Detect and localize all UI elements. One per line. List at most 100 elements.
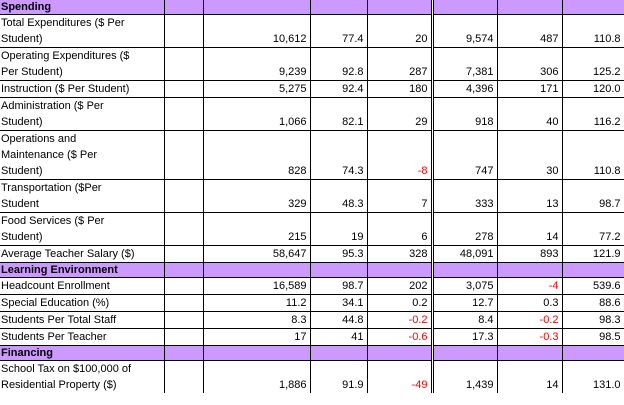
row-label-cell[interactable]: Students Per Total Staff — [0, 311, 165, 329]
value-cell[interactable]: 6 — [366, 212, 433, 246]
value-cell[interactable]: -0.3 — [496, 328, 563, 346]
empty-cell[interactable] — [163, 179, 204, 213]
value-cell[interactable]: 1,439 — [430, 360, 498, 393]
value-cell[interactable]: 328 — [366, 245, 433, 263]
value-cell[interactable]: 487 — [496, 14, 563, 48]
value-cell[interactable]: 893 — [496, 245, 563, 263]
empty-cell[interactable] — [309, 0, 368, 15]
value-cell[interactable]: 40 — [496, 97, 563, 131]
empty-cell[interactable] — [366, 345, 433, 361]
value-cell[interactable]: 98.7 — [309, 277, 368, 295]
value-cell[interactable]: 333 — [430, 179, 498, 213]
value-cell[interactable]: 171 — [496, 80, 563, 98]
empty-cell[interactable] — [366, 262, 433, 278]
value-cell[interactable]: -8 — [366, 130, 433, 180]
row-label-cell[interactable]: Food Services ($ Per Student) — [0, 212, 165, 246]
value-cell[interactable]: 91.9 — [309, 360, 368, 393]
row-label-cell[interactable]: Transportation ($Per Student — [0, 179, 165, 213]
value-cell[interactable]: 34.1 — [309, 294, 368, 312]
value-cell[interactable]: 41 — [309, 328, 368, 346]
value-cell[interactable]: 77.2 — [561, 212, 624, 246]
empty-cell[interactable] — [561, 262, 624, 278]
value-cell[interactable]: 17.3 — [430, 328, 498, 346]
value-cell[interactable]: 121.9 — [561, 245, 624, 263]
empty-cell[interactable] — [163, 328, 204, 346]
empty-cell[interactable] — [163, 294, 204, 312]
value-cell[interactable]: 329 — [202, 179, 311, 213]
row-label-cell[interactable]: Students Per Teacher — [0, 328, 165, 346]
empty-cell[interactable] — [366, 0, 433, 15]
value-cell[interactable]: 48,091 — [430, 245, 498, 263]
empty-cell[interactable] — [496, 345, 563, 361]
value-cell[interactable]: 828 — [202, 130, 311, 180]
empty-cell[interactable] — [163, 47, 204, 81]
value-cell[interactable]: 110.8 — [561, 130, 624, 180]
value-cell[interactable]: 3,075 — [430, 277, 498, 295]
empty-cell[interactable] — [163, 0, 204, 15]
value-cell[interactable]: 278 — [430, 212, 498, 246]
value-cell[interactable]: 4,396 — [430, 80, 498, 98]
value-cell[interactable]: 58,647 — [202, 245, 311, 263]
empty-cell[interactable] — [496, 262, 563, 278]
value-cell[interactable]: 120.0 — [561, 80, 624, 98]
empty-cell[interactable] — [163, 311, 204, 329]
value-cell[interactable]: 918 — [430, 97, 498, 131]
value-cell[interactable]: 215 — [202, 212, 311, 246]
empty-cell[interactable] — [202, 0, 311, 15]
value-cell[interactable]: 0.2 — [366, 294, 433, 312]
value-cell[interactable]: -49 — [366, 360, 433, 393]
empty-cell[interactable] — [561, 345, 624, 361]
empty-cell[interactable] — [163, 14, 204, 48]
empty-cell[interactable] — [163, 245, 204, 263]
row-label-cell[interactable]: Operations and Maintenance ($ Per Studen… — [0, 130, 165, 180]
empty-cell[interactable] — [496, 0, 563, 15]
empty-cell[interactable] — [430, 0, 498, 15]
empty-cell[interactable] — [163, 80, 204, 98]
section-header-cell[interactable]: Financing — [0, 345, 165, 361]
value-cell[interactable]: -0.2 — [496, 311, 563, 329]
value-cell[interactable]: 9,574 — [430, 14, 498, 48]
empty-cell[interactable] — [202, 345, 311, 361]
value-cell[interactable]: 14 — [496, 360, 563, 393]
value-cell[interactable]: 13 — [496, 179, 563, 213]
empty-cell[interactable] — [309, 345, 368, 361]
value-cell[interactable]: 7 — [366, 179, 433, 213]
empty-cell[interactable] — [163, 360, 204, 393]
value-cell[interactable]: 98.7 — [561, 179, 624, 213]
value-cell[interactable]: 30 — [496, 130, 563, 180]
value-cell[interactable]: 125.2 — [561, 47, 624, 81]
value-cell[interactable]: 17 — [202, 328, 311, 346]
value-cell[interactable]: 77.4 — [309, 14, 368, 48]
value-cell[interactable]: 7,381 — [430, 47, 498, 81]
empty-cell[interactable] — [163, 97, 204, 131]
empty-cell[interactable] — [430, 345, 498, 361]
value-cell[interactable]: -4 — [496, 277, 563, 295]
row-label-cell[interactable]: Operating Expenditures ($ Per Student) — [0, 47, 165, 81]
value-cell[interactable]: 539.6 — [561, 277, 624, 295]
value-cell[interactable]: 19 — [309, 212, 368, 246]
value-cell[interactable]: 306 — [496, 47, 563, 81]
value-cell[interactable]: -0.2 — [366, 311, 433, 329]
value-cell[interactable]: 92.4 — [309, 80, 368, 98]
value-cell[interactable]: 180 — [366, 80, 433, 98]
empty-cell[interactable] — [163, 345, 204, 361]
value-cell[interactable]: 12.7 — [430, 294, 498, 312]
value-cell[interactable]: 747 — [430, 130, 498, 180]
section-header-cell[interactable]: Learning Environment — [0, 262, 165, 278]
value-cell[interactable]: 10,612 — [202, 14, 311, 48]
value-cell[interactable]: 20 — [366, 14, 433, 48]
value-cell[interactable]: 202 — [366, 277, 433, 295]
section-header-cell[interactable]: Spending — [0, 0, 165, 15]
value-cell[interactable]: 95.3 — [309, 245, 368, 263]
value-cell[interactable]: 82.1 — [309, 97, 368, 131]
empty-cell[interactable] — [163, 277, 204, 295]
value-cell[interactable]: 5,275 — [202, 80, 311, 98]
empty-cell[interactable] — [163, 262, 204, 278]
value-cell[interactable]: 131.0 — [561, 360, 624, 393]
empty-cell[interactable] — [163, 130, 204, 180]
empty-cell[interactable] — [202, 262, 311, 278]
value-cell[interactable]: 44.8 — [309, 311, 368, 329]
empty-cell[interactable] — [163, 212, 204, 246]
empty-cell[interactable] — [561, 0, 624, 15]
empty-cell[interactable] — [430, 262, 498, 278]
